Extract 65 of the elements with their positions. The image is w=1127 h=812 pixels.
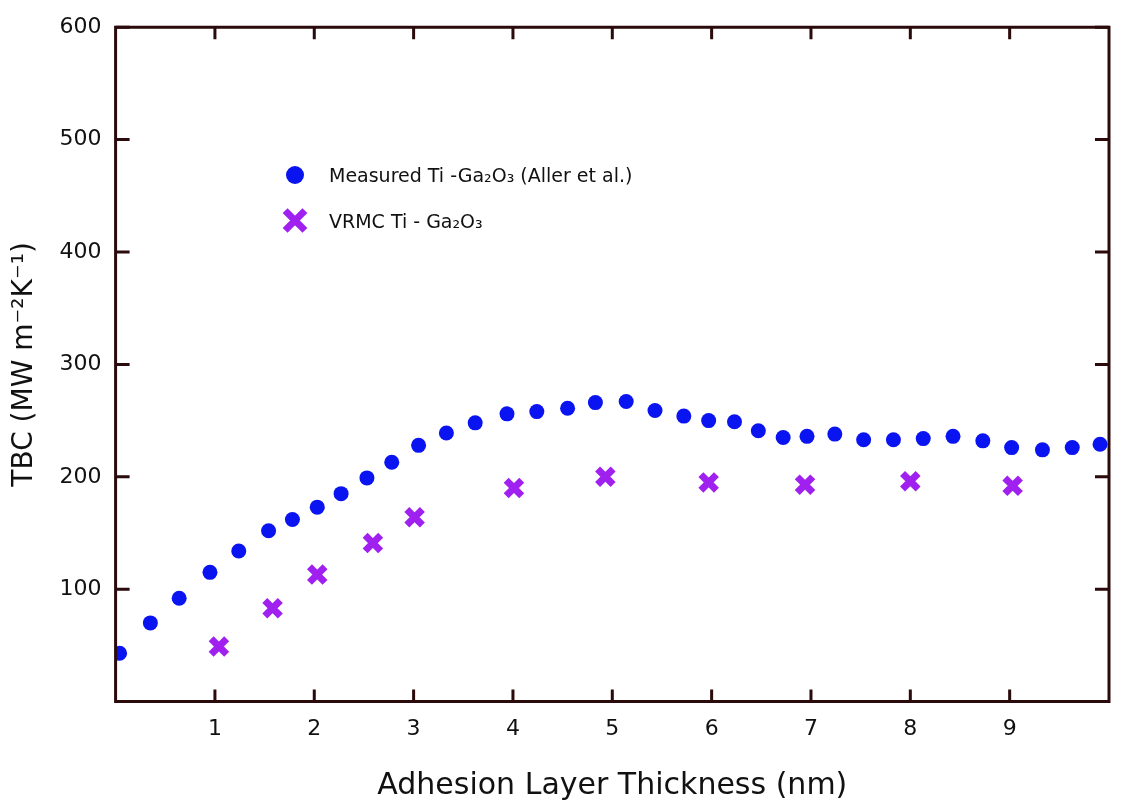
x-tick-label: 4 bbox=[505, 714, 520, 740]
x-tick-label: 1 bbox=[207, 714, 222, 740]
x-tick-label: 7 bbox=[803, 714, 818, 740]
x-tick-label: 8 bbox=[903, 714, 918, 740]
x-tick-label: 3 bbox=[406, 714, 421, 740]
y-tick-label: 300 bbox=[59, 350, 102, 376]
point bbox=[384, 454, 400, 470]
x-tick-label: 9 bbox=[1002, 714, 1017, 740]
point bbox=[793, 473, 817, 496]
point bbox=[1064, 440, 1080, 456]
x-tick-label: 6 bbox=[704, 714, 719, 740]
point bbox=[975, 433, 991, 449]
point bbox=[676, 408, 692, 424]
point bbox=[1092, 436, 1108, 452]
point bbox=[1001, 474, 1024, 498]
point bbox=[560, 400, 576, 416]
point bbox=[142, 615, 158, 631]
point bbox=[799, 428, 815, 444]
point bbox=[467, 415, 483, 431]
point bbox=[202, 564, 218, 580]
point bbox=[361, 531, 385, 555]
point bbox=[647, 402, 663, 418]
point bbox=[359, 470, 375, 486]
x-tick-label: 2 bbox=[307, 714, 322, 740]
y-tick-label: 200 bbox=[59, 462, 102, 488]
point bbox=[697, 471, 720, 494]
point bbox=[502, 476, 526, 500]
x-axis-title: Adhesion Layer Thickness (nm) bbox=[377, 765, 848, 801]
point bbox=[171, 590, 187, 606]
point bbox=[775, 429, 791, 445]
point bbox=[701, 413, 717, 429]
legend-label: Measured Ti -Ga₂O₃ (Aller et al.) bbox=[329, 164, 633, 186]
point bbox=[915, 431, 931, 447]
point bbox=[438, 425, 454, 441]
legend-label: VRMC Ti - Ga₂O₃ bbox=[329, 210, 483, 232]
point bbox=[618, 393, 634, 409]
point bbox=[856, 432, 872, 448]
point bbox=[305, 563, 329, 586]
point bbox=[207, 635, 231, 658]
point bbox=[499, 406, 515, 422]
point bbox=[1004, 440, 1020, 456]
point bbox=[333, 486, 349, 502]
point bbox=[827, 426, 843, 442]
point bbox=[594, 465, 617, 489]
point bbox=[231, 543, 247, 559]
point bbox=[529, 404, 545, 420]
point bbox=[309, 499, 325, 515]
y-tick-label: 400 bbox=[59, 237, 102, 263]
point bbox=[261, 523, 277, 539]
point bbox=[885, 432, 901, 448]
y-tick-label: 100 bbox=[59, 574, 102, 600]
point bbox=[261, 597, 284, 620]
point bbox=[1034, 442, 1050, 458]
point bbox=[587, 395, 603, 411]
point bbox=[750, 423, 766, 439]
point bbox=[899, 470, 922, 493]
x-tick-label: 5 bbox=[605, 714, 620, 740]
point bbox=[403, 505, 426, 529]
point bbox=[284, 512, 300, 528]
point bbox=[411, 437, 427, 453]
y-tick-label: 500 bbox=[59, 125, 102, 151]
point bbox=[945, 428, 961, 444]
y-axis-title: TBC (MW m⁻²K⁻¹) bbox=[6, 242, 40, 488]
point bbox=[726, 414, 742, 430]
y-tick-label: 600 bbox=[59, 12, 102, 38]
